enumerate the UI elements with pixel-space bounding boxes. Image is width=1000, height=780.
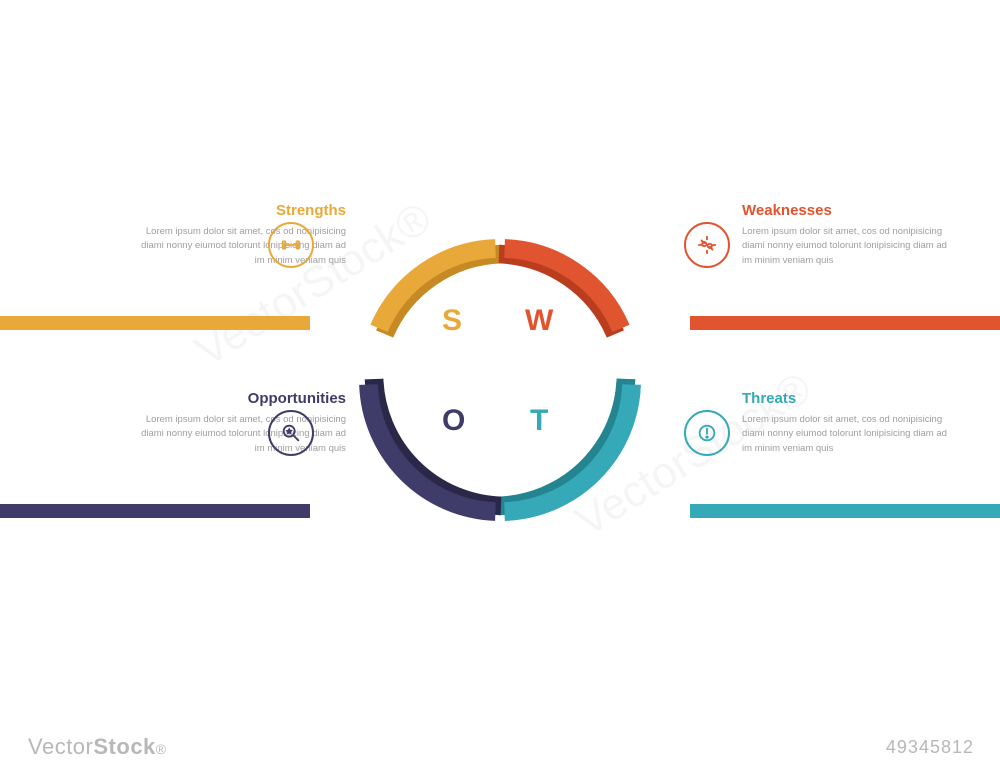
letter-o: O [442,404,465,438]
letter-s: S [442,304,462,338]
quadrant-threats: Threats Lorem ipsum dolor sit amet, cos … [742,390,1000,456]
letter-w: W [525,304,553,338]
desc-strengths: Lorem ipsum dolor sit amet, cos od nonip… [136,225,346,268]
desc-threats: Lorem ipsum dolor sit amet, cos od nonip… [742,413,952,456]
title-threats: Threats [742,390,1000,407]
letter-t: T [530,404,548,438]
desc-weaknesses: Lorem ipsum dolor sit amet, cos od nonip… [742,225,952,268]
bar-opportunities [0,504,310,518]
quadrant-weaknesses: Weaknesses Lorem ipsum dolor sit amet, c… [742,202,1000,268]
desc-opportunities: Lorem ipsum dolor sit amet, cos od nonip… [136,413,346,456]
dumbbell-icon [268,222,314,268]
title-opportunities: Opportunities [46,390,346,407]
watermark-logo-prefix: Vector [28,734,93,759]
bar-strengths [0,316,310,330]
magnify-star-icon [268,410,314,456]
bar-weaknesses [690,316,1000,330]
title-weaknesses: Weaknesses [742,202,1000,219]
alert-icon [684,410,730,456]
watermark-logo: VectorStock® [28,734,167,760]
swot-ring [360,240,640,520]
bar-threats [690,504,1000,518]
swot-stage: S W O T Strengths Lorem ipsum dolor sit … [0,170,1000,590]
broken-link-icon [684,222,730,268]
watermark-logo-suffix: Stock [93,734,155,759]
watermark-id: 49345812 [886,737,974,758]
title-strengths: Strengths [46,202,346,219]
